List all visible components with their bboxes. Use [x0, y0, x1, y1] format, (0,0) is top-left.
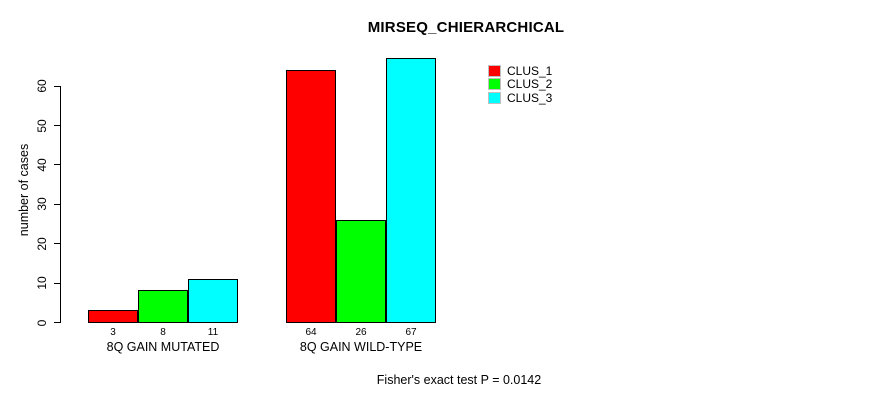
- legend-row-clus_3: CLUS_3: [488, 91, 552, 105]
- y-tick-mark: [54, 243, 60, 245]
- legend: CLUS_1 CLUS_2 CLUS_3: [488, 64, 552, 105]
- legend-swatch-icon: [488, 78, 501, 91]
- legend-label: CLUS_2: [507, 77, 553, 92]
- bar-value-label: 8: [160, 327, 166, 338]
- y-tick-label: 20: [35, 237, 49, 251]
- y-tick-label: 60: [35, 79, 49, 93]
- y-axis-line: [60, 85, 61, 323]
- legend-swatch-icon: [488, 64, 501, 77]
- legend-row-clus_1: CLUS_1: [488, 64, 552, 78]
- chart-title: MIRSEQ_CHIERARCHICAL: [367, 19, 565, 36]
- legend-swatch-icon: [488, 91, 501, 104]
- legend-label: CLUS_3: [507, 90, 553, 105]
- y-tick-label: 40: [35, 158, 49, 172]
- y-tick-mark: [54, 85, 60, 87]
- y-tick-mark: [54, 282, 60, 284]
- bar-value-label: 3: [110, 327, 116, 338]
- bar-value-label: 11: [207, 327, 219, 338]
- legend-row-clus_2: CLUS_2: [488, 77, 553, 92]
- annotation-fisher-test: Fisher's exact test P = 0.0142: [376, 373, 542, 387]
- legend-label: CLUS_1: [507, 63, 553, 78]
- bar-value-label: 67: [405, 327, 417, 338]
- bar-clus_2-2: [336, 219, 386, 323]
- y-tick-mark: [54, 322, 60, 323]
- y-tick-mark: [54, 164, 60, 166]
- bar-value-label: 64: [305, 327, 317, 338]
- y-tick-label: 30: [35, 197, 49, 211]
- y-tick-label: 0: [35, 319, 49, 326]
- bar-clus_1-2: [286, 69, 336, 323]
- bar-clus_1-1: [88, 310, 138, 323]
- y-tick-mark: [54, 203, 60, 205]
- y-tick-mark: [54, 125, 60, 126]
- y-tick-label: 10: [35, 276, 49, 290]
- bar-value-label: 26: [355, 327, 367, 338]
- bar-clus_2-1: [138, 290, 188, 323]
- group-label: 8Q GAIN MUTATED: [106, 340, 220, 354]
- group-label: 8Q GAIN WILD-TYPE: [299, 340, 423, 354]
- bar-clus_3-1: [188, 278, 238, 323]
- y-tick-label: 50: [35, 118, 49, 133]
- y-axis-label: number of cases: [17, 143, 31, 237]
- bar-clus_3-2: [386, 58, 436, 323]
